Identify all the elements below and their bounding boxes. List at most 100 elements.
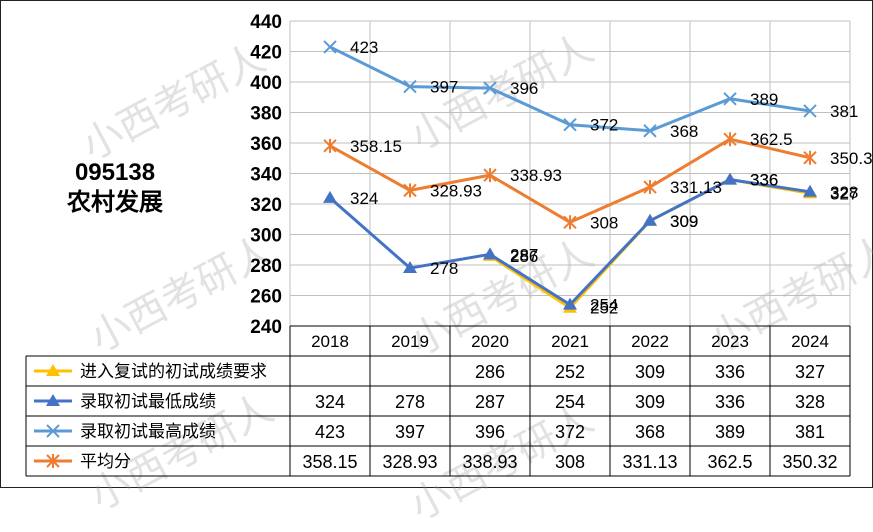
y-tick-label: 340 xyxy=(250,165,282,186)
y-tick-label: 240 xyxy=(250,317,282,338)
data-label: 358.15 xyxy=(350,137,402,156)
data-point xyxy=(723,132,737,147)
data-point xyxy=(563,215,577,230)
x-category-label: 2022 xyxy=(631,332,669,351)
x-category-label: 2020 xyxy=(471,332,509,351)
chart-frame xyxy=(0,0,873,488)
table-cell-value: 254 xyxy=(555,392,585,412)
data-point xyxy=(643,124,657,138)
data-label: 309 xyxy=(670,212,698,231)
data-label: 324 xyxy=(350,189,378,208)
data-point xyxy=(723,92,737,106)
data-label: 278 xyxy=(430,259,458,278)
data-label: 336 xyxy=(750,171,778,190)
x-category-label: 2019 xyxy=(391,332,429,351)
data-label: 381 xyxy=(830,102,858,121)
data-point xyxy=(323,138,337,153)
table-cell-value: 397 xyxy=(395,422,425,442)
legend-key-marker xyxy=(46,454,60,468)
data-point xyxy=(483,168,497,183)
data-label: 252 xyxy=(590,299,618,318)
data-label: 336 xyxy=(750,171,778,190)
data-point xyxy=(323,40,337,54)
series-line xyxy=(329,45,811,133)
series-line xyxy=(329,178,811,307)
y-tick-label: 440 xyxy=(250,12,282,33)
table-cell-value: 336 xyxy=(715,362,745,382)
y-tick-label: 360 xyxy=(250,134,282,155)
data-label: 328.93 xyxy=(430,181,482,200)
legend-entry: 进入复试的初试成绩要求 xyxy=(80,362,267,381)
data-label: 362.5 xyxy=(750,130,793,149)
table-cell-value: 423 xyxy=(315,422,345,442)
legend-key-marker xyxy=(46,394,60,406)
data-point xyxy=(563,297,577,310)
data-point xyxy=(803,184,817,197)
legend-entry: 录取初试最低成绩 xyxy=(80,392,216,411)
data-point xyxy=(403,261,417,274)
x-category-label: 2018 xyxy=(311,332,349,351)
data-label: 287 xyxy=(510,245,538,264)
data-point xyxy=(723,172,737,185)
table-cell-value: 309 xyxy=(635,362,665,382)
table-cell-value: 350.32 xyxy=(782,452,837,472)
chart-side-title: 095138 农村发展 xyxy=(40,158,190,218)
program-code: 095138 xyxy=(74,159,156,186)
table-cell-value: 331.13 xyxy=(622,452,677,472)
table-cell-value: 389 xyxy=(715,422,745,442)
table-cell-value: 278 xyxy=(395,392,425,412)
data-label: 286 xyxy=(510,247,538,266)
x-category-label: 2023 xyxy=(711,332,749,351)
line-chart: 240 260 280 300 320 340 360 380 400 420 440 2018 201… xyxy=(25,12,873,477)
legend-entry: 录取初试最高成绩 xyxy=(80,422,216,441)
data-label: 309 xyxy=(670,212,698,231)
series-line xyxy=(489,178,811,310)
table-cell-value: 336 xyxy=(715,392,745,412)
data-point xyxy=(403,183,417,198)
data-point xyxy=(803,150,817,165)
table-cell-value: 287 xyxy=(475,392,505,412)
legend-key-marker xyxy=(46,364,60,376)
data-point xyxy=(323,190,337,203)
data-label: 423 xyxy=(350,38,378,57)
data-label: 327 xyxy=(830,184,858,203)
table-cell-value: 324 xyxy=(315,392,345,412)
data-label: 397 xyxy=(430,78,458,97)
data-label: 372 xyxy=(590,116,618,135)
table-cell-value: 309 xyxy=(635,392,665,412)
table-cell-value: 328 xyxy=(795,392,825,412)
data-label: 350.32 xyxy=(830,149,873,168)
x-category-label: 2024 xyxy=(791,332,829,351)
data-point xyxy=(643,213,657,226)
table-cell-value: 252 xyxy=(555,362,585,382)
table-cell-value: 338.93 xyxy=(462,452,517,472)
data-label: 254 xyxy=(590,296,618,315)
data-point xyxy=(563,117,577,132)
legend-key-marker xyxy=(46,424,60,438)
table-cell-value: 381 xyxy=(795,422,825,442)
y-tick-label: 260 xyxy=(250,287,282,308)
table-cell-value: 328.93 xyxy=(382,452,437,472)
y-tick-label: 380 xyxy=(250,104,282,125)
data-label: 331.13 xyxy=(670,178,722,197)
y-tick-label: 300 xyxy=(250,226,282,247)
y-tick-label: 400 xyxy=(250,73,282,94)
program-name: 农村发展 xyxy=(67,189,163,216)
data-label: 389 xyxy=(750,90,778,109)
data-label: 328 xyxy=(830,183,858,202)
table-cell-value: 368 xyxy=(635,422,665,442)
table-cell-value: 358.15 xyxy=(302,452,357,472)
y-tick-label: 320 xyxy=(250,195,282,216)
table-cell-value: 286 xyxy=(475,362,505,382)
table-cell-value: 308 xyxy=(555,452,585,472)
x-category-label: 2021 xyxy=(551,332,589,351)
table-cell-value: 327 xyxy=(795,362,825,382)
table-cell-value: 372 xyxy=(555,422,585,442)
table-cell-value: 396 xyxy=(475,422,505,442)
data-label: 338.93 xyxy=(510,166,562,185)
data-point xyxy=(403,79,417,94)
data-label: 396 xyxy=(510,79,538,98)
data-label: 308 xyxy=(590,213,618,232)
data-point xyxy=(483,247,497,260)
y-tick-label: 420 xyxy=(250,43,282,64)
